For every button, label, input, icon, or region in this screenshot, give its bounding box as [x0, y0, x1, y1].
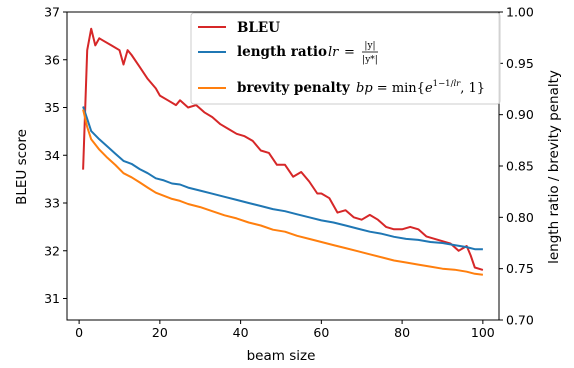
svg-text:lr: lr — [328, 45, 339, 60]
y-axis-label-right: length ratio / brevity penalty — [546, 70, 562, 264]
y-right-tick-label: 0.85 — [506, 159, 534, 174]
y-right-tick-label: 0.75 — [506, 261, 534, 276]
legend-frame — [190, 12, 501, 105]
legend-label-length-ratio: length ratio — [237, 44, 327, 60]
y-left-tick-label: 35 — [44, 100, 60, 115]
plot-area — [82, 27, 484, 276]
x-tick-label: 0 — [75, 325, 83, 340]
y-right-tick-label: 1.00 — [506, 5, 534, 20]
svg-text:bp = min{e1−1/lr, 1}: bp = min{e1−1/lr, 1} — [356, 79, 485, 96]
y-right-tick-label: 0.95 — [506, 56, 534, 71]
legend-formula-length-ratio: lr = |y| |y*| — [328, 41, 378, 65]
y-left-tick-label: 32 — [44, 243, 60, 258]
legend-label-brevity-penalty: brevity penalty — [237, 80, 351, 96]
y-left-tick-label: 36 — [44, 52, 60, 67]
series-line-brevity-penalty — [82, 109, 484, 276]
svg-text:|y*|: |y*| — [362, 55, 378, 65]
x-tick-label: 100 — [471, 325, 495, 340]
x-tick-label: 40 — [233, 325, 249, 340]
y-axis-label-left: BLEU score — [14, 129, 30, 205]
legend-formula-brevity-penalty: bp = min{e1−1/lr, 1} — [356, 79, 485, 96]
y-right-tick-label: 0.90 — [506, 107, 534, 122]
y-left-tick-label: 37 — [44, 5, 60, 20]
svg-text:|y|: |y| — [364, 41, 375, 51]
y-right-tick-label: 0.70 — [506, 313, 534, 328]
legend-label-bleu: BLEU — [237, 20, 280, 36]
svg-text:=: = — [344, 45, 355, 60]
legend: BLEU length ratio lr = |y| |y*| brevity … — [190, 12, 501, 105]
y-left-tick-label: 31 — [44, 291, 60, 306]
y-left-tick-label: 34 — [44, 148, 60, 163]
series-line-length-ratio — [82, 106, 483, 251]
x-axis-label: beam size — [247, 348, 316, 364]
x-tick-label: 80 — [394, 325, 410, 340]
series-line-bleu — [82, 27, 484, 271]
y-left-tick-label: 33 — [44, 196, 60, 211]
x-tick-label: 20 — [152, 325, 168, 340]
axes: 0 20 40 60 80 100 31 32 33 34 35 36 37 0.70 0.75 0.80 0.… — [44, 5, 534, 341]
y-right-tick-label: 0.80 — [506, 210, 534, 225]
x-tick-label: 60 — [313, 325, 329, 340]
